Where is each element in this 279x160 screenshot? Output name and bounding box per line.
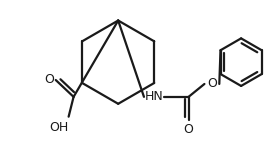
Text: O: O bbox=[44, 72, 54, 85]
Text: O: O bbox=[184, 123, 194, 136]
Text: HN: HN bbox=[145, 90, 163, 103]
Text: O: O bbox=[207, 77, 217, 90]
Text: OH: OH bbox=[49, 121, 68, 134]
